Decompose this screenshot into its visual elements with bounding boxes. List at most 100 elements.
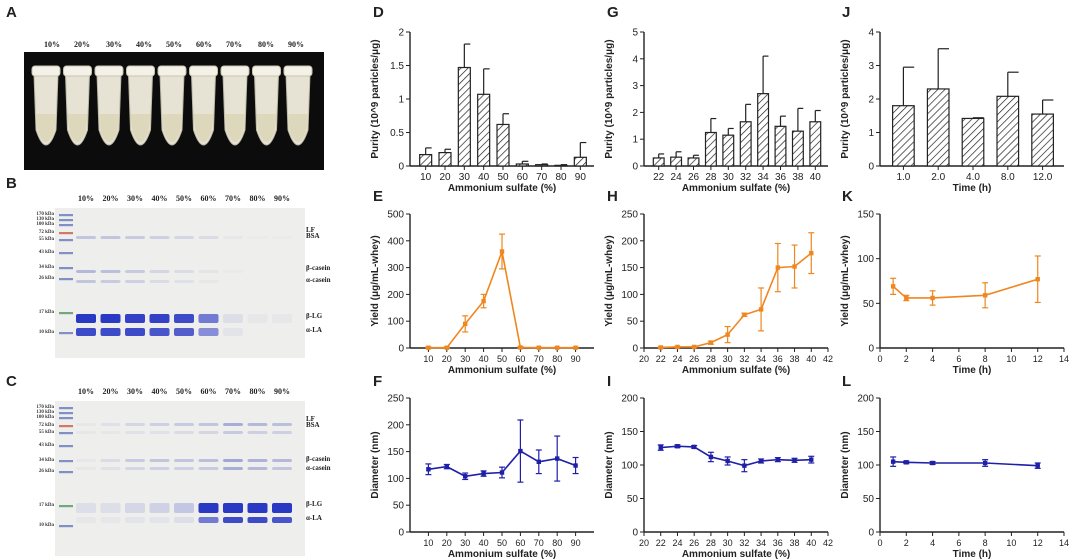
gel-lane-label: 90% bbox=[274, 194, 290, 203]
panel-letter-f: F bbox=[373, 373, 383, 390]
protein-band bbox=[101, 517, 121, 523]
protein-band bbox=[223, 314, 243, 323]
y-axis-label: Diameter (nm) bbox=[604, 431, 615, 498]
bar bbox=[791, 130, 804, 167]
x-tick-label: 90 bbox=[575, 172, 587, 183]
bar bbox=[739, 121, 752, 167]
x-tick-label: 40 bbox=[479, 538, 489, 548]
y-tick-label: 0 bbox=[632, 162, 638, 173]
x-tick-label: 30 bbox=[723, 538, 733, 548]
y-tick-label: 1.5 bbox=[390, 61, 404, 72]
panel-letter-b: B bbox=[6, 175, 17, 192]
data-point bbox=[708, 454, 714, 460]
x-tick-label: 24 bbox=[672, 538, 682, 548]
chart-e: 0 100 200 300 400 500 Yield (μg/mL-whey) Ammoni… bbox=[370, 210, 594, 376]
y-tick-label: 0 bbox=[398, 344, 404, 355]
gel-b-bands bbox=[59, 214, 243, 336]
kda-marker-label: 130 kDa bbox=[36, 217, 54, 222]
bar bbox=[892, 105, 915, 167]
protein-band bbox=[76, 431, 96, 434]
x-tick-label: 10 bbox=[1006, 538, 1016, 548]
protein-band bbox=[223, 503, 243, 513]
protein-band bbox=[100, 328, 121, 336]
protein-band bbox=[198, 270, 219, 273]
x-tick-label: 90 bbox=[571, 538, 581, 548]
x-tick-label: 24 bbox=[672, 354, 682, 364]
tube-cap bbox=[189, 65, 218, 77]
x-tick-label: 8 bbox=[983, 538, 988, 548]
protein-band bbox=[125, 431, 145, 434]
tube-liquid bbox=[225, 114, 245, 142]
x-tick-label: 40 bbox=[479, 354, 489, 364]
photo-lane-label: 60% bbox=[196, 40, 212, 49]
ladder-band bbox=[59, 332, 73, 335]
gel-lane-label: 80% bbox=[249, 387, 266, 396]
x-tick-label: 8 bbox=[983, 354, 988, 364]
data-point bbox=[742, 463, 747, 468]
x-tick-label: 12 bbox=[1033, 354, 1043, 364]
x-tick-label: 38 bbox=[792, 172, 804, 183]
protein-label: α-LA bbox=[306, 514, 322, 522]
bar bbox=[722, 134, 735, 167]
x-tick-label: 22 bbox=[656, 538, 666, 548]
y-tick-label: 100 bbox=[857, 254, 874, 265]
bar bbox=[419, 154, 433, 167]
protein-band bbox=[174, 280, 194, 283]
chart-l: 0 50 100 150 200 Diameter (nm) Time (h) 0 2 4 6 8 10… bbox=[840, 394, 1069, 560]
data-point bbox=[555, 345, 560, 350]
x-tick-label: 4 bbox=[930, 538, 935, 548]
ladder-band bbox=[59, 505, 73, 508]
bar bbox=[774, 125, 787, 167]
series-line bbox=[892, 278, 1038, 299]
y-axis-label: Diameter (nm) bbox=[840, 431, 851, 498]
data-point bbox=[809, 457, 814, 462]
bar bbox=[670, 156, 683, 167]
protein-band bbox=[174, 270, 194, 273]
data-point bbox=[444, 345, 449, 350]
data-point bbox=[792, 264, 797, 269]
photo-lane-label: 40% bbox=[136, 40, 152, 49]
y-tick-label: 1 bbox=[868, 128, 874, 139]
tube-cap bbox=[126, 65, 155, 77]
chart-h: 0 50 100 150 200 250 Yield (μg/mL-whey) Ammoniu… bbox=[604, 210, 833, 377]
ladder-band bbox=[59, 267, 73, 270]
bar bbox=[996, 95, 1020, 167]
protein-band bbox=[76, 459, 96, 462]
data-point bbox=[499, 470, 505, 475]
x-tick-label: 30 bbox=[723, 354, 733, 364]
x-tick-label: 70 bbox=[534, 354, 544, 364]
gel-lane-label: 60% bbox=[200, 194, 217, 203]
y-tick-label: 100 bbox=[621, 290, 638, 301]
protein-band bbox=[198, 467, 219, 470]
protein-band bbox=[174, 431, 194, 434]
y-tick-label: 0 bbox=[868, 344, 874, 355]
x-tick-label: 30 bbox=[459, 172, 471, 183]
kda-marker-label: 26 kDa bbox=[38, 469, 54, 474]
kda-marker-label: 10 kDa bbox=[38, 523, 54, 528]
x-tick-label: 6 bbox=[956, 538, 961, 548]
bar bbox=[573, 156, 587, 167]
protein-band bbox=[100, 431, 121, 434]
y-tick-label: 200 bbox=[387, 290, 404, 301]
y-tick-label: 2 bbox=[398, 28, 404, 39]
x-tick-label: 38 bbox=[790, 354, 800, 364]
bar bbox=[809, 121, 822, 167]
photo-lane-label: 80% bbox=[258, 40, 274, 49]
data-point bbox=[518, 448, 523, 454]
protein-band bbox=[149, 517, 170, 523]
kda-marker-label: 17 kDa bbox=[38, 503, 54, 508]
x-tick-label: 4 bbox=[930, 354, 935, 364]
data-point bbox=[775, 457, 781, 462]
x-tick-label: 36 bbox=[773, 354, 783, 364]
protein-band bbox=[223, 517, 243, 523]
y-tick-label: 150 bbox=[857, 427, 874, 438]
protein-label: β-LG bbox=[306, 312, 323, 320]
x-tick-label: 2 bbox=[904, 354, 909, 364]
gel-lane-label: 90% bbox=[274, 387, 290, 396]
ladder-band bbox=[59, 460, 73, 463]
gel-lane-label: 20% bbox=[102, 387, 119, 396]
tube-liquid bbox=[36, 114, 56, 142]
x-tick-label: 90 bbox=[571, 354, 581, 364]
tube-liquid bbox=[130, 114, 151, 142]
tube-liquid bbox=[162, 114, 182, 142]
